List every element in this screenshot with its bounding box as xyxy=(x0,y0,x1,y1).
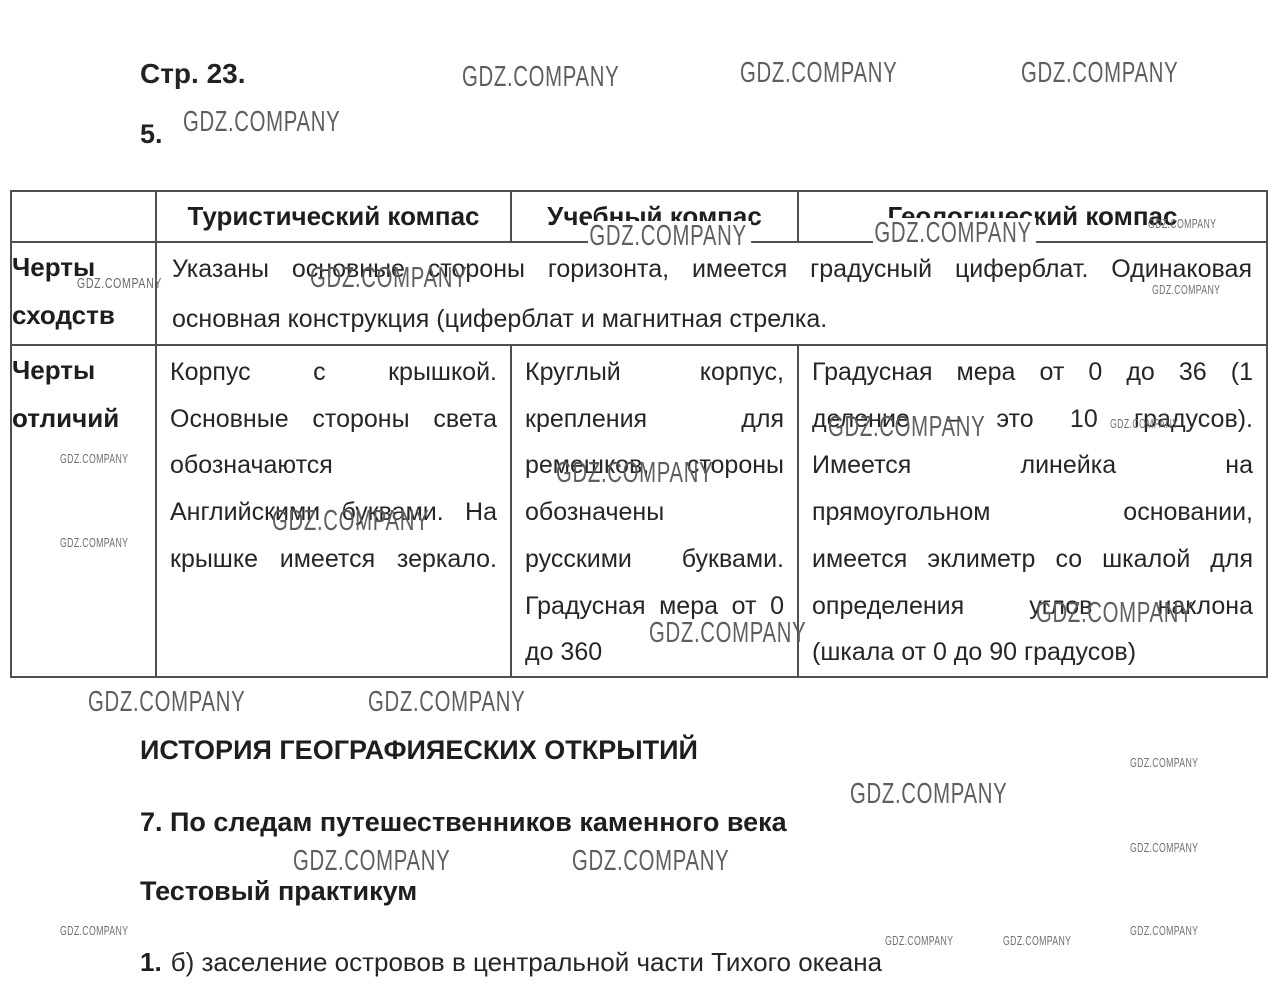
watermark-text: GDZ.COMPANY xyxy=(873,218,1036,252)
watermark-text: GDZ.COMPANY xyxy=(183,106,341,138)
watermark-text: GDZ.COMPANY xyxy=(885,934,954,948)
similarity-row: Черты сходств Указаны основные стороны г… xyxy=(10,241,1268,346)
cell-line: обозначены xyxy=(525,498,665,527)
difference-row-label: Черты отличий xyxy=(10,344,157,678)
page-number-label: Стр. 23. xyxy=(140,58,246,89)
cell-line: прямоугольном основании, xyxy=(812,498,1253,527)
answer-text: б) заселение островов в центральной част… xyxy=(170,947,883,977)
cell-line: ремешков, стороны xyxy=(525,451,784,480)
watermark-text: GDZ.COMPANY xyxy=(649,617,807,649)
cell-line: деление – это 10 градусов). xyxy=(812,404,1253,433)
watermark-text: GDZ.COMPANY xyxy=(828,411,986,443)
watermark-text: GDZ.COMPANY xyxy=(1130,924,1199,938)
cell-line: определения углов наклона xyxy=(812,591,1253,620)
touristic-compass-cell: Корпус с крышкой. Основные стороны света… xyxy=(155,344,512,678)
watermark-text: GDZ.COMPANY xyxy=(462,61,620,93)
watermark-text: GDZ.COMPANY xyxy=(293,845,451,877)
watermark-text: GDZ.COMPANY xyxy=(272,505,430,537)
watermark-text: GDZ.COMPANY xyxy=(1003,934,1072,948)
history-section-heading: ИСТОРИЯ ГЕОГРАФИЯЕСКИХ ОТКРЫТИЙ xyxy=(140,735,698,765)
watermark-text: GDZ.COMPANY xyxy=(572,845,730,877)
cell-line: имеется эклиметр со шкалой для xyxy=(812,544,1253,573)
watermark-text: GDZ.COMPANY xyxy=(368,686,526,718)
watermark-text: GDZ.COMPANY xyxy=(77,275,163,292)
watermark-text: GDZ.COMPANY xyxy=(88,686,246,718)
label-line: Черты xyxy=(12,252,96,282)
watermark-text: GDZ.COMPANY xyxy=(740,57,898,89)
watermark-text: GDZ.COMPANY xyxy=(1036,597,1194,629)
difference-row: Черты отличий Корпус с крышкой. Основные… xyxy=(10,344,1268,678)
training-compass-cell: Круглый корпус, крепления для ремешков, … xyxy=(510,344,799,678)
cell-line: (шкала от 0 до 90 градусов) xyxy=(812,638,1137,667)
cell-line: Круглый корпус, xyxy=(525,358,784,386)
watermark-text: GDZ.COMPANY xyxy=(588,221,751,255)
cell-line: обозначаются xyxy=(170,451,333,480)
cell-line: до 360 xyxy=(525,638,603,667)
watermark-text: GDZ.COMPANY xyxy=(556,457,714,489)
cell-line: Градусная мера от 0 до 36 (1 xyxy=(812,358,1253,386)
watermark-text: GDZ.COMPANY xyxy=(1130,841,1199,855)
exercise-number: 5. xyxy=(140,119,163,149)
similarity-row-label: Черты сходств xyxy=(10,241,157,346)
header-empty-cell xyxy=(10,190,157,243)
label-line: сходств xyxy=(12,300,115,330)
answer-line: 1. б) заселение островов в центральной ча… xyxy=(140,947,882,978)
practicum-heading: Тестовый практикум xyxy=(140,876,418,906)
label-line: Черты xyxy=(12,355,96,385)
watermark-text: GDZ.COMPANY xyxy=(1148,217,1217,231)
cell-line: Имеется линейка на xyxy=(812,451,1253,480)
cell-line: основная конструкция (циферблат и магнит… xyxy=(172,305,828,333)
watermark-text: GDZ.COMPANY xyxy=(1152,283,1221,297)
cell-line: крепления для xyxy=(525,404,784,433)
watermark-text: GDZ.COMPANY xyxy=(60,536,129,550)
cell-line: Указаны основные стороны горизонта, имее… xyxy=(172,255,1252,283)
cell-line: Градусная мера от 0 xyxy=(525,591,784,620)
cell-line: Основные стороны света xyxy=(170,404,497,433)
compass-comparison-table: Туристический компас Учебный компас Геол… xyxy=(10,190,1268,678)
watermark-text: GDZ.COMPANY xyxy=(1110,417,1179,431)
watermark-text: GDZ.COMPANY xyxy=(310,262,468,294)
topic-heading: 7. По следам путешественников каменного … xyxy=(140,807,787,837)
cell-line: Корпус с крышкой. xyxy=(170,358,497,386)
cell-line: крышке имеется зеркало. xyxy=(170,544,497,573)
watermark-text: GDZ.COMPANY xyxy=(60,452,129,466)
label-line: отличий xyxy=(12,403,120,433)
answer-number: 1. xyxy=(140,947,162,977)
watermark-text: GDZ.COMPANY xyxy=(60,924,129,938)
header-touristic-compass: Туристический компас xyxy=(155,190,512,243)
cell-line: русскими буквами. xyxy=(525,544,784,573)
watermark-text: GDZ.COMPANY xyxy=(850,778,1008,810)
watermark-text: GDZ.COMPANY xyxy=(1021,57,1179,89)
cell-line: Английскими буквами. На xyxy=(170,498,497,527)
similarity-merged-cell: Указаны основные стороны горизонта, имее… xyxy=(155,241,1268,346)
watermark-text: GDZ.COMPANY xyxy=(1130,756,1199,770)
geological-compass-cell: Градусная мера от 0 до 36 (1 деление – э… xyxy=(797,344,1268,678)
